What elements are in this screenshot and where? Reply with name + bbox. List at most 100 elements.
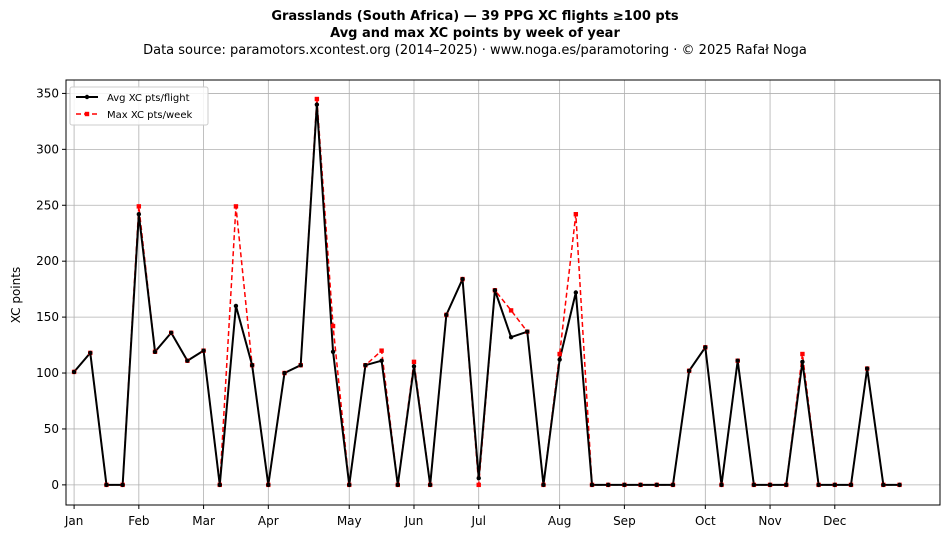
data-point-avg (444, 312, 449, 318)
data-point-max (314, 96, 320, 102)
legend-label-avg: Avg XC pts/flight (107, 93, 190, 104)
data-point-avg (201, 348, 206, 353)
data-point-avg (751, 482, 757, 488)
data-point-avg (395, 482, 400, 488)
y-tick-label: 350 (36, 86, 59, 100)
x-tick-label-jun: Jun (404, 514, 424, 528)
x-tick-label-dec: Dec (823, 514, 846, 528)
data-point-max (379, 348, 384, 353)
y-tick-label: 150 (36, 310, 59, 324)
data-point-avg (347, 482, 352, 488)
data-point-avg (897, 482, 902, 488)
data-point-avg (379, 358, 384, 363)
data-point-avg (864, 366, 870, 371)
data-point-avg (832, 482, 837, 488)
data-point-avg (492, 288, 498, 293)
y-tick-label: 300 (36, 142, 59, 156)
data-point-avg (719, 482, 724, 488)
x-tick-label-mar: Mar (192, 514, 215, 528)
x-tick-label-jul: Jul (470, 514, 485, 528)
y-tick-label: 250 (36, 198, 59, 212)
data-point-avg (152, 349, 158, 354)
plot-frame (65, 79, 941, 506)
x-tick-label-apr: Apr (258, 514, 279, 528)
data-point-max (557, 351, 562, 357)
y-axis-label: XC points (9, 267, 23, 323)
legend: Avg XC pts/flight Max XC pts/week (69, 86, 209, 126)
legend-label-max: Max XC pts/week (107, 110, 192, 121)
data-point-avg (848, 482, 854, 488)
data-point-avg (525, 329, 530, 334)
data-point-avg (282, 370, 287, 376)
data-point-avg (314, 102, 320, 107)
data-point-avg (557, 357, 562, 362)
y-tick-label: 200 (36, 254, 59, 268)
chart-subtitle: Avg and max XC points by week of year (330, 26, 620, 41)
data-point-avg (71, 369, 77, 375)
legend-marker-avg (84, 94, 90, 100)
x-tick-label-aug: Aug (548, 514, 571, 528)
data-point-avg (330, 349, 336, 354)
data-point-avg (169, 330, 174, 335)
data-point-avg (638, 482, 643, 488)
y-tick-label: 100 (36, 366, 59, 380)
data-point-avg (411, 364, 417, 369)
data-point-avg (606, 482, 611, 488)
data-point-avg (541, 482, 546, 488)
x-tick-label-feb: Feb (128, 514, 149, 528)
grid (66, 80, 940, 505)
data-point-avg (622, 482, 627, 488)
series-layer (71, 96, 902, 488)
axis-ticks: 0 50 100 150 200 250 300 350 Jan Feb Mar Apr May Jun J… (36, 86, 846, 528)
data-point-avg (217, 482, 222, 488)
data-point-max (136, 204, 142, 209)
data-point-avg (427, 482, 433, 488)
data-point-avg (703, 345, 708, 350)
legend-marker-max (84, 111, 90, 117)
y-tick-label: 0 (51, 478, 59, 492)
x-tick-label-may: May (337, 514, 362, 528)
data-point-avg (735, 358, 740, 363)
data-point-avg (460, 276, 465, 282)
data-point-avg (670, 482, 676, 488)
data-point-max (476, 482, 481, 488)
data-point-avg (686, 368, 692, 373)
data-point-max (800, 351, 805, 357)
data-point-avg (784, 482, 789, 488)
x-tick-label-oct: Oct (695, 514, 716, 528)
data-point-max (508, 308, 514, 313)
data-point-max (233, 204, 239, 209)
data-point-avg (476, 475, 481, 481)
data-point-avg (573, 290, 579, 295)
data-point-avg (266, 482, 271, 488)
x-tick-label-jan: Jan (64, 514, 84, 528)
series-line-max (73, 98, 900, 486)
data-point-max (330, 323, 336, 329)
data-point-avg (508, 335, 514, 340)
series-line-avg (73, 103, 900, 486)
data-point-avg (589, 482, 595, 488)
chart-source: Data source: paramotors.xcontest.org (20… (143, 43, 807, 58)
data-point-avg (233, 303, 239, 309)
data-point-avg (249, 362, 255, 368)
data-point-avg (104, 482, 109, 488)
chart-title-block: Grasslands (South Africa) — 39 PPG XC fl… (0, 8, 950, 59)
data-point-avg (816, 482, 821, 488)
data-point-avg (120, 482, 125, 488)
data-point-avg (185, 358, 190, 363)
y-tick-label: 50 (44, 422, 59, 436)
chart-title: Grasslands (South Africa) — 39 PPG XC fl… (271, 9, 679, 24)
data-point-avg (881, 482, 886, 488)
x-tick-label-nov: Nov (758, 514, 781, 528)
data-point-avg (767, 482, 773, 488)
legend-frame (69, 86, 209, 126)
data-point-avg (298, 362, 303, 368)
data-point-avg (136, 212, 142, 217)
data-point-max (573, 212, 579, 217)
data-point-avg (800, 359, 805, 365)
data-point-max (411, 359, 417, 365)
x-tick-label-sep: Sep (613, 514, 636, 528)
data-point-avg (363, 362, 368, 368)
data-point-avg (654, 482, 659, 488)
